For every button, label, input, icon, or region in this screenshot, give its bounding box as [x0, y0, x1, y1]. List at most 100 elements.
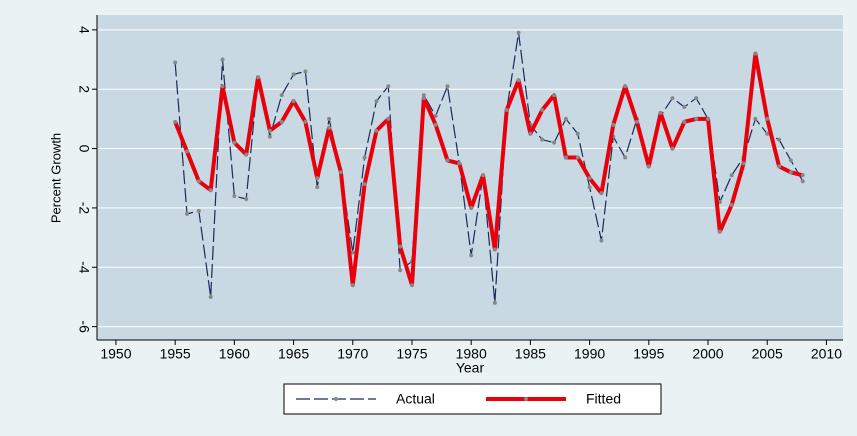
point — [694, 96, 699, 101]
point — [717, 229, 722, 234]
point — [753, 51, 758, 56]
series-line — [174, 32, 804, 304]
point — [552, 93, 557, 98]
point — [220, 57, 225, 62]
x-tick-label: 2005 — [752, 346, 783, 362]
point — [777, 137, 782, 142]
y-axis-label: Percent Growth — [48, 133, 63, 223]
x-tick-label: 1985 — [515, 346, 546, 362]
y-tick-label: 0 — [76, 145, 92, 153]
point — [196, 179, 201, 184]
point — [599, 238, 604, 243]
point — [350, 250, 355, 255]
point — [646, 164, 651, 169]
point — [315, 185, 320, 190]
point — [208, 188, 213, 193]
point — [481, 173, 486, 178]
point — [765, 131, 770, 136]
y-tick-label: -6 — [76, 320, 92, 333]
point — [694, 116, 699, 121]
y-tick-label: 2 — [76, 85, 92, 93]
point — [327, 125, 332, 130]
point — [504, 107, 509, 112]
point — [303, 69, 308, 74]
point — [587, 185, 592, 190]
x-axis-label: Year — [456, 360, 485, 376]
point — [267, 128, 272, 133]
point — [670, 96, 675, 101]
point — [291, 72, 296, 77]
legend-label: Actual — [396, 391, 435, 407]
point — [232, 194, 237, 199]
point — [623, 155, 628, 160]
x-tick-label: 1975 — [396, 346, 427, 362]
point — [457, 161, 462, 166]
point — [800, 179, 805, 184]
point — [279, 93, 284, 98]
y-tick-label: -2 — [76, 202, 92, 215]
point — [196, 208, 201, 213]
x-tick-label: 1955 — [160, 346, 191, 362]
point — [362, 182, 367, 187]
x-tick-label: 1965 — [278, 346, 309, 362]
point — [682, 119, 687, 124]
point — [398, 268, 403, 273]
point — [516, 30, 521, 35]
point — [173, 60, 178, 65]
point — [291, 99, 296, 104]
x-tick-label: 2010 — [811, 346, 842, 362]
y-tick-label: -4 — [76, 261, 92, 274]
legend — [283, 383, 662, 415]
legend-label: Fitted — [586, 391, 621, 407]
point — [267, 134, 272, 139]
point — [528, 131, 533, 136]
y-tick-label: 4 — [76, 26, 92, 34]
point — [386, 116, 391, 121]
plot-area — [97, 15, 843, 340]
x-tick-label: 1990 — [574, 346, 605, 362]
point — [374, 99, 379, 104]
point — [611, 122, 616, 127]
point — [777, 164, 782, 169]
point — [303, 119, 308, 124]
x-tick-label: 1950 — [100, 346, 131, 362]
x-tick-label: 1995 — [633, 346, 664, 362]
point — [315, 176, 320, 181]
x-tick-label: 1960 — [219, 346, 250, 362]
point — [552, 140, 557, 145]
point — [338, 170, 343, 175]
point — [244, 152, 249, 157]
point — [469, 253, 474, 258]
point — [800, 173, 805, 178]
point — [445, 84, 450, 89]
x-tick-label: 1970 — [337, 346, 368, 362]
point — [540, 107, 545, 112]
point — [220, 84, 225, 89]
point — [765, 116, 770, 121]
point — [741, 161, 746, 166]
point — [706, 116, 711, 121]
point — [386, 84, 391, 89]
point — [232, 140, 237, 145]
point — [469, 205, 474, 210]
point — [682, 105, 687, 110]
point — [362, 155, 367, 160]
point — [244, 197, 249, 202]
legend-marker — [334, 397, 338, 401]
x-tick-label: 2000 — [692, 346, 723, 362]
point — [374, 128, 379, 133]
point — [409, 283, 414, 288]
point — [327, 116, 332, 121]
point — [433, 122, 438, 127]
point — [717, 199, 722, 204]
point — [516, 78, 521, 83]
point — [433, 113, 438, 118]
point — [788, 158, 793, 163]
point — [208, 294, 213, 299]
point — [729, 173, 734, 178]
point — [575, 155, 580, 160]
point — [599, 191, 604, 196]
point — [398, 244, 403, 249]
point — [587, 176, 592, 181]
